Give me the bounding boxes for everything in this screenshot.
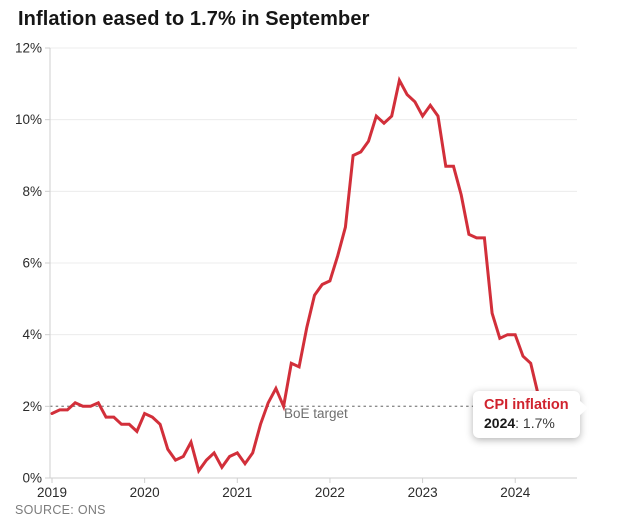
y-tick-label: 0%: [22, 471, 42, 486]
annotation-rate: : 1.7%: [515, 415, 555, 431]
y-tick-label: 4%: [22, 327, 42, 342]
cpi-annotation-callout: CPI inflation 2024: 1.7%: [473, 391, 588, 438]
annotation-value: 2024: 1.7%: [484, 415, 569, 431]
cpi-inflation-line: [50, 76, 579, 475]
callout-pointer-icon: [578, 400, 588, 416]
chart-title: Inflation eased to 1.7% in September: [18, 8, 370, 30]
y-tick-label: 6%: [22, 256, 42, 271]
y-tick-label: 8%: [22, 184, 42, 199]
x-tick-label: 2023: [408, 485, 438, 500]
boe-target-label: BoE target: [284, 406, 348, 421]
x-tick-label: 2022: [315, 485, 345, 500]
y-tick-label: 2%: [22, 399, 42, 414]
x-tick-label: 2024: [500, 485, 531, 500]
annotation-series-label: CPI inflation: [484, 397, 569, 413]
y-tick-label: 10%: [15, 112, 42, 127]
source-credit: SOURCE: ONS: [15, 503, 106, 517]
x-tick-label: 2021: [222, 485, 252, 500]
x-tick-label: 2019: [37, 485, 67, 500]
x-tick-label: 2020: [130, 485, 160, 500]
y-tick-label: 12%: [15, 41, 42, 56]
annotation-year: 2024: [484, 415, 516, 431]
